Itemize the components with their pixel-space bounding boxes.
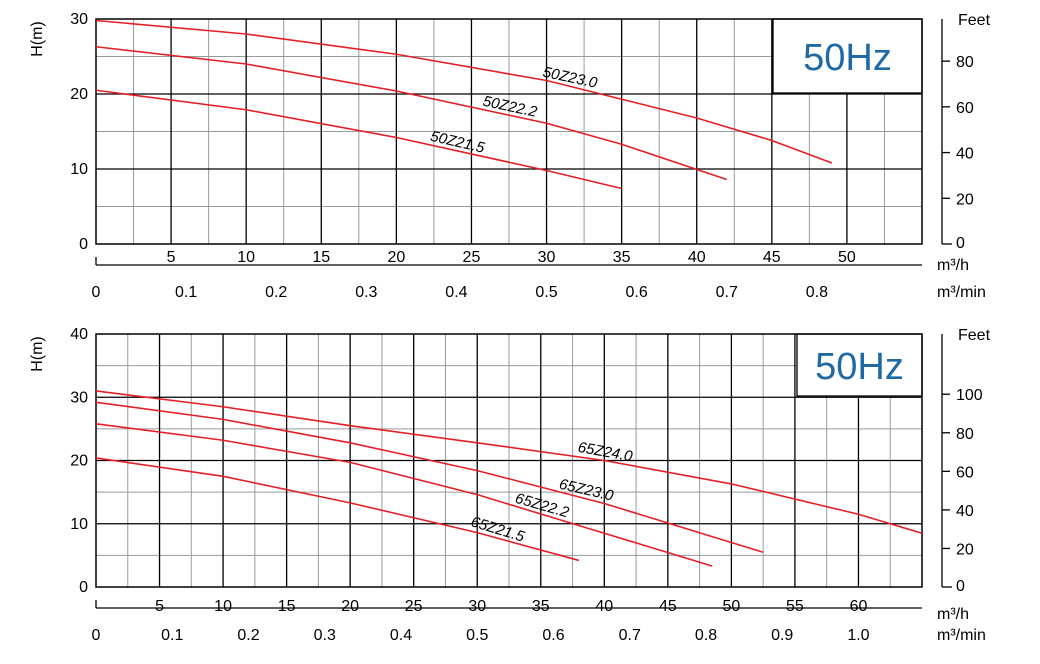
chart1-y-tick-label: 30: [70, 11, 88, 28]
chart2-x2-tick-label: 0.6: [542, 627, 564, 644]
chart1-feet-tick-label: 60: [956, 100, 974, 117]
chart1-x-tick-label: 25: [463, 249, 481, 266]
chart1-x2-tick-label: 0.3: [355, 284, 377, 301]
chart2-curve-label: 65Z22.2: [513, 490, 571, 522]
chart1-y-tick-label: 20: [70, 86, 88, 103]
chart2-freq-label: 50Hz: [815, 346, 904, 388]
chart2-x2-tick-label: 0.7: [619, 627, 641, 644]
chart1-x2-tick-label: 0.8: [806, 284, 828, 301]
chart1-x-tick-label: 45: [763, 249, 781, 266]
chart2-x-tick-label: 50: [722, 598, 740, 615]
chart2-x-tick-label: 40: [595, 598, 613, 615]
chart1-y-axis-label: H(m): [29, 21, 46, 57]
chart1-y-tick-label: 10: [70, 161, 88, 178]
chart1-plot-frame: [95, 18, 923, 245]
chart2-x2-tick-label: 0.2: [237, 627, 259, 644]
chart2-x-tick-label: 15: [278, 598, 296, 615]
chart1-x2-tick-label: 0.4: [445, 284, 467, 301]
chart2-x-tick-label: 5: [155, 598, 164, 615]
chart2-curve-65Z22-2: [95, 423, 713, 567]
chart1-x2-tick-label: 0.2: [265, 284, 287, 301]
chart1-curve-50Z22-2: [95, 45, 728, 181]
chart2-x2-tick-label: 0.9: [771, 627, 793, 644]
chart1-x2-tick-label: 0.5: [535, 284, 557, 301]
chart1-x2-tick-label: 0: [92, 284, 101, 301]
chart1-x2-tick-label: 0.7: [716, 284, 738, 301]
chart1-x-tick-label: 5: [167, 249, 176, 266]
chart2-y-tick-label: 30: [70, 389, 88, 406]
chart1-curve-50Z21-5: [95, 89, 622, 190]
chart1-feet-tick-label: 40: [956, 146, 974, 163]
chart2-feet-axis-label: Feet: [958, 327, 991, 344]
chart2-x2-tick-label: 0.4: [390, 627, 412, 644]
chart2-x-tick-label: 45: [659, 598, 677, 615]
chart2-x2-tick-label: 1.0: [847, 627, 869, 644]
chart1-x2-tick-label: 0.6: [626, 284, 648, 301]
chart1-x2-tick-label: 0.1: [175, 284, 197, 301]
chart2-freq-box: [796, 333, 923, 397]
chart1-x-tick-label: 15: [312, 249, 330, 266]
chart1-x-tick-label: 40: [688, 249, 706, 266]
chart1-curve-label: 50Z21.5: [429, 128, 487, 157]
chart1-freq-label: 50Hz: [803, 37, 892, 79]
chart2-x2-tick-label: 0.5: [466, 627, 488, 644]
chart2-plot-frame: [95, 333, 923, 588]
chart1-x-tick-label: 35: [613, 249, 631, 266]
chart2-x-tick-label: 55: [786, 598, 804, 615]
chart1-x-tick-label: 20: [387, 249, 405, 266]
chart2-feet-tick-label: 0: [956, 578, 965, 595]
chart2-y-tick-label: 40: [70, 326, 88, 343]
chart1-feet-tick-label: 20: [956, 191, 974, 208]
chart2-x-tick-label: 30: [468, 598, 486, 615]
chart2-x-tick-label: 60: [850, 598, 868, 615]
chart1-x-tick-label: 50: [838, 249, 856, 266]
chart2-y-tick-label: 0: [79, 579, 88, 596]
chart2-x2-tick-label: 0.8: [695, 627, 717, 644]
chart1-feet-tick-label: 80: [956, 54, 974, 71]
chart1-x-axis-label: m³/h: [937, 257, 969, 274]
chart1-curve-label: 50Z22.2: [481, 93, 539, 121]
chart1-y-tick-label: 0: [79, 236, 88, 253]
chart2-feet-tick-label: 60: [956, 464, 974, 481]
chart2-x-tick-label: 10: [214, 598, 232, 615]
chart2-x-tick-label: 20: [341, 598, 359, 615]
chart2-feet-tick-label: 100: [956, 387, 983, 404]
chart2-x2-tick-label: 0: [92, 627, 101, 644]
chart2-feet-tick-label: 20: [956, 541, 974, 558]
chart1-curve-label: 50Z23.0: [541, 64, 599, 92]
chart2-y-axis-label: H(m): [29, 336, 46, 372]
chart2-curve-65Z23-0: [95, 401, 764, 553]
chart1-x-tick-label: 30: [538, 249, 556, 266]
chart2-feet-tick-label: 80: [956, 426, 974, 443]
chart1-x-tick-label: 10: [237, 249, 255, 266]
chart2-y-tick-label: 20: [70, 453, 88, 470]
chart1-freq-box: [772, 18, 923, 94]
chart1-feet-tick-label: 0: [956, 235, 965, 252]
chart2-y-tick-label: 10: [70, 516, 88, 533]
chart2-feet-tick-label: 40: [956, 503, 974, 520]
chart2-curve-label: 65Z23.0: [558, 476, 616, 505]
chart2-x-axis-label: m³/h: [937, 606, 969, 623]
chart2-x-tick-label: 35: [532, 598, 550, 615]
chart2-curve-65Z21-5: [95, 457, 580, 562]
chart2-x2-tick-label: 0.3: [314, 627, 336, 644]
chart1-x2-axis-label: m³/min: [937, 284, 986, 301]
chart2-curve-65Z24-0: [95, 390, 923, 535]
chart1-feet-axis-label: Feet: [958, 12, 991, 29]
chart2-x2-tick-label: 0.1: [161, 627, 183, 644]
chart2-x2-axis-label: m³/min: [937, 627, 986, 644]
chart2-x-tick-label: 25: [405, 598, 423, 615]
chart1-curve-50Z23-0: [95, 19, 833, 164]
